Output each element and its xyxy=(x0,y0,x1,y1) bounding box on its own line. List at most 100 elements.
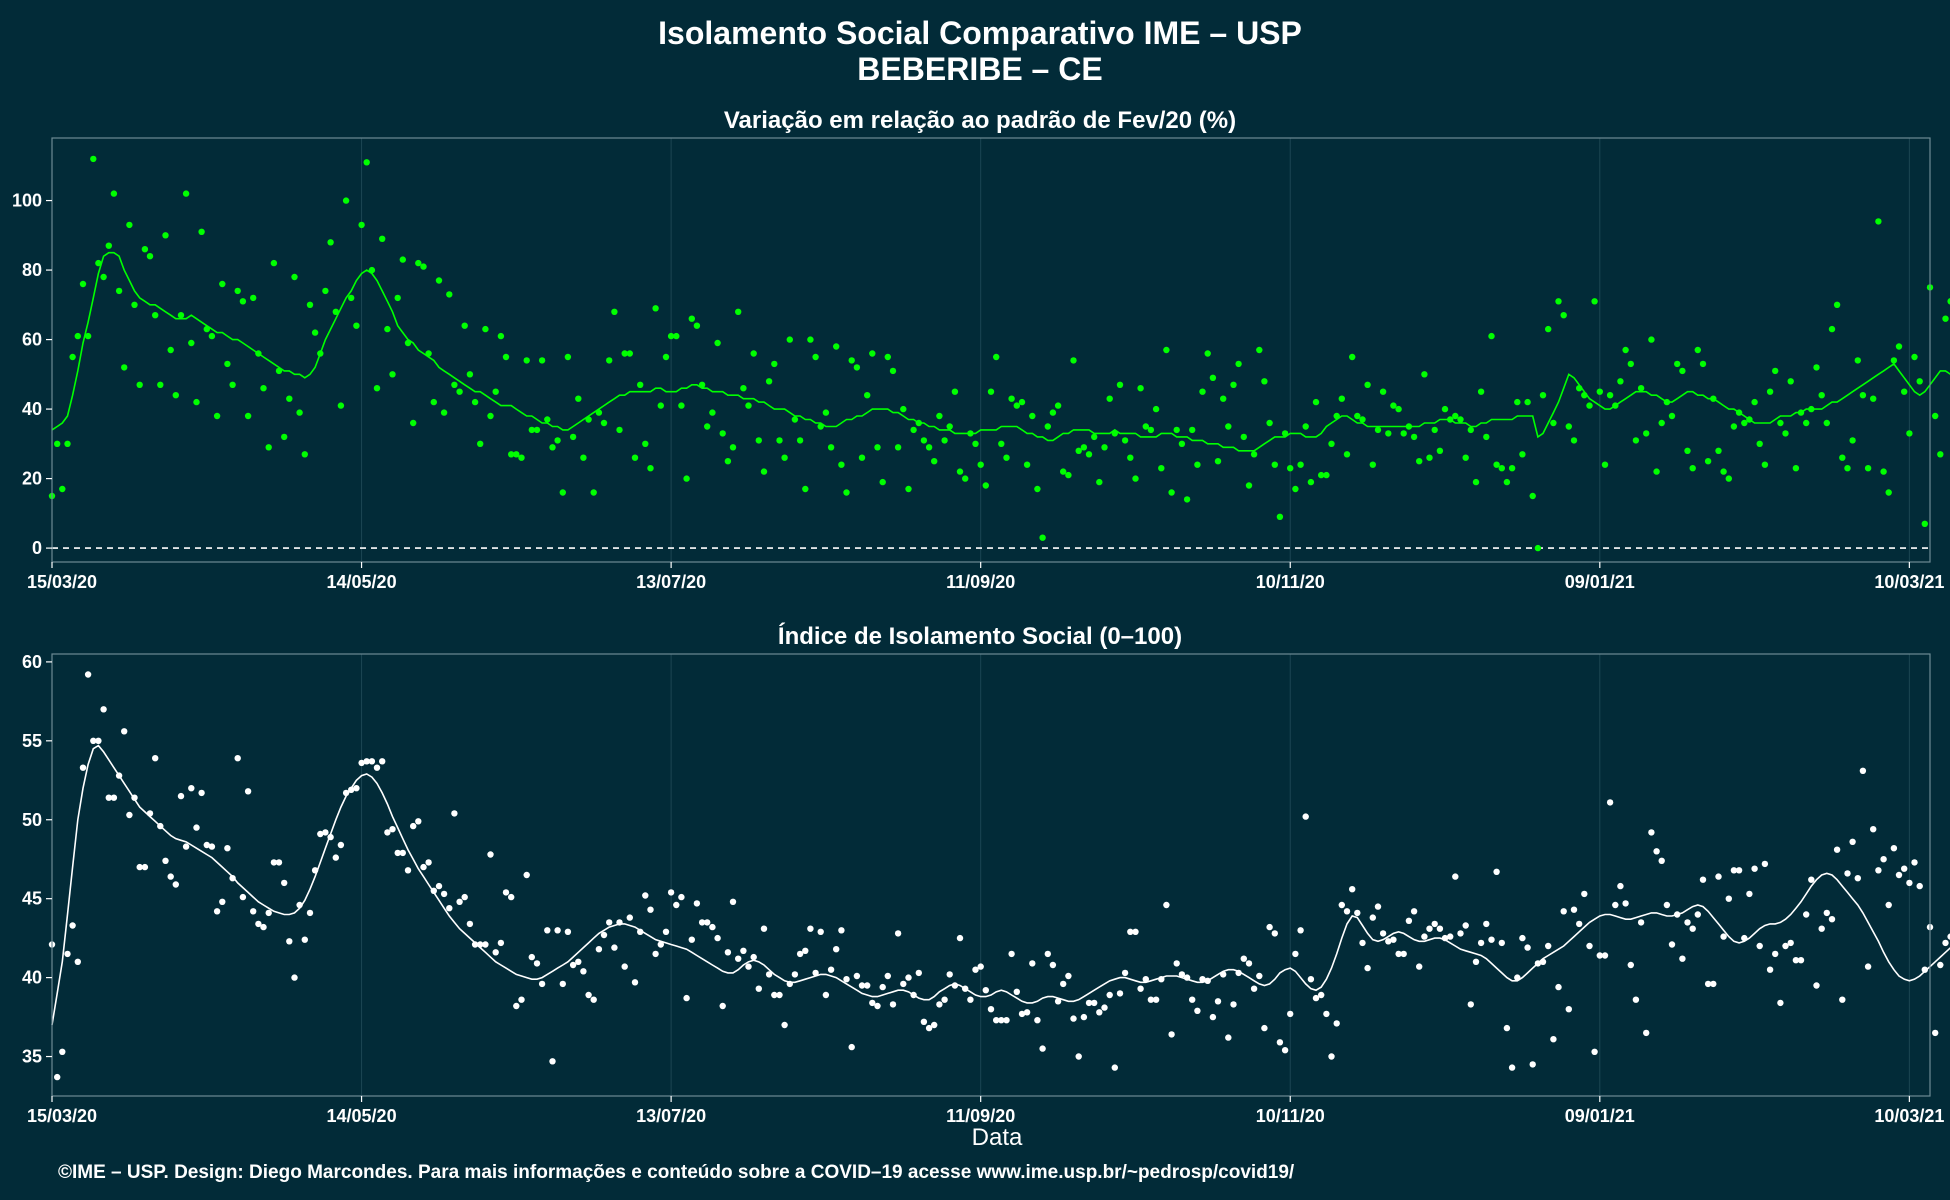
top-data-point xyxy=(1395,405,1402,413)
top-data-point xyxy=(956,468,964,475)
top-data-point xyxy=(105,242,113,249)
top-data-point xyxy=(456,388,463,395)
bottom-data-point xyxy=(1637,919,1645,926)
bottom-data-point xyxy=(817,928,824,935)
top-data-point xyxy=(332,308,339,315)
top-data-point xyxy=(755,437,762,444)
top-data-point xyxy=(802,485,809,493)
bottom-data-point xyxy=(208,843,216,850)
top-data-point xyxy=(1379,388,1387,395)
top-data-point xyxy=(281,433,288,441)
top-data-point xyxy=(358,221,365,229)
bottom-data-point xyxy=(368,758,376,765)
bottom-data-point xyxy=(188,785,195,792)
bottom-data-point xyxy=(1622,900,1629,907)
bottom-data-point xyxy=(729,898,737,905)
bottom-panel-border xyxy=(51,653,1931,1097)
bottom-data-point xyxy=(1720,933,1727,940)
bottom-data-point xyxy=(1916,882,1923,890)
top-data-point xyxy=(977,461,984,468)
bottom-data-point xyxy=(1013,988,1020,995)
bottom-data-point xyxy=(492,949,499,956)
top-data-point xyxy=(286,395,293,402)
top-data-point xyxy=(1875,218,1882,225)
bottom-data-point xyxy=(864,982,871,989)
bottom-data-point xyxy=(590,996,597,1003)
top-data-point xyxy=(1921,520,1929,527)
top-data-point xyxy=(497,332,505,340)
bottom-data-point xyxy=(1488,936,1495,943)
bottom-data-point xyxy=(1395,950,1402,958)
top-x-tick-label: 14/05/20 xyxy=(327,572,397,592)
bottom-data-point xyxy=(1008,950,1015,958)
top-data-point xyxy=(1338,395,1346,402)
bottom-data-point xyxy=(647,906,654,913)
top-data-point xyxy=(1704,458,1712,465)
bottom-data-point xyxy=(1529,1061,1536,1068)
top-y-tick-label: 60 xyxy=(22,330,42,350)
bottom-data-point xyxy=(1194,1007,1201,1014)
bottom-data-point xyxy=(889,1001,897,1008)
bottom-data-point xyxy=(1875,867,1882,874)
top-data-point xyxy=(502,353,510,361)
top-data-point xyxy=(1818,392,1825,399)
bottom-data-point xyxy=(105,794,113,801)
top-data-point xyxy=(1003,454,1010,461)
top-data-point xyxy=(533,426,541,434)
bottom-data-point xyxy=(843,976,850,983)
top-data-point xyxy=(100,273,107,281)
top-data-point xyxy=(1895,343,1903,350)
top-data-point xyxy=(1075,447,1082,454)
bottom-data-point xyxy=(755,985,762,992)
top-data-point xyxy=(1627,360,1635,368)
top-data-point xyxy=(1178,440,1186,447)
top-data-point xyxy=(538,357,546,364)
bottom-x-tick-label: 13/07/20 xyxy=(636,1106,706,1126)
top-data-point xyxy=(1209,374,1217,381)
top-data-point xyxy=(1204,350,1211,357)
top-data-point xyxy=(301,451,308,458)
top-data-point xyxy=(1467,426,1475,434)
bottom-data-point xyxy=(213,908,221,915)
top-data-point xyxy=(879,478,886,486)
top-data-point xyxy=(688,315,695,322)
bottom-panel-title: Índice de Isolamento Social (0–100) xyxy=(778,622,1182,650)
bottom-data-point xyxy=(1550,1036,1557,1043)
top-data-point xyxy=(931,458,938,465)
top-data-point xyxy=(482,325,489,333)
bottom-data-point xyxy=(667,889,675,896)
bottom-data-point xyxy=(662,928,670,935)
top-data-point xyxy=(1916,378,1923,385)
top-data-point xyxy=(84,332,92,340)
top-data-point xyxy=(244,412,252,420)
top-data-point xyxy=(1859,392,1867,399)
bottom-data-point xyxy=(925,1024,933,1032)
top-data-point xyxy=(606,357,613,364)
top-data-point xyxy=(1565,423,1573,430)
top-data-point xyxy=(1410,433,1418,441)
top-panel: 0 20 40 60 80 100 15/03/20 14/05/20 13/07/20 11/0… xyxy=(12,137,1950,592)
top-data-point xyxy=(1591,298,1598,305)
bottom-data-point xyxy=(1766,966,1774,973)
top-data-point xyxy=(993,353,1000,361)
top-data-point xyxy=(379,235,386,242)
bottom-data-point xyxy=(1493,868,1500,875)
bottom-data-point xyxy=(1178,971,1186,978)
bottom-data-point xyxy=(1643,1029,1650,1037)
top-data-point xyxy=(1596,388,1604,395)
bottom-data-point xyxy=(977,963,984,970)
top-data-point xyxy=(719,430,726,437)
top-data-point xyxy=(1029,412,1036,420)
top-data-point xyxy=(131,301,138,308)
top-data-point xyxy=(1302,423,1309,430)
top-data-point xyxy=(1266,419,1273,427)
top-data-point xyxy=(920,437,928,444)
top-data-point xyxy=(1529,492,1536,500)
top-data-point xyxy=(446,291,453,298)
bottom-data-point xyxy=(497,939,505,947)
bottom-data-point xyxy=(1302,813,1309,820)
bottom-data-point xyxy=(1354,909,1361,917)
bottom-x-tick-label: 15/03/20 xyxy=(27,1106,97,1126)
bottom-data-point xyxy=(1472,958,1480,965)
